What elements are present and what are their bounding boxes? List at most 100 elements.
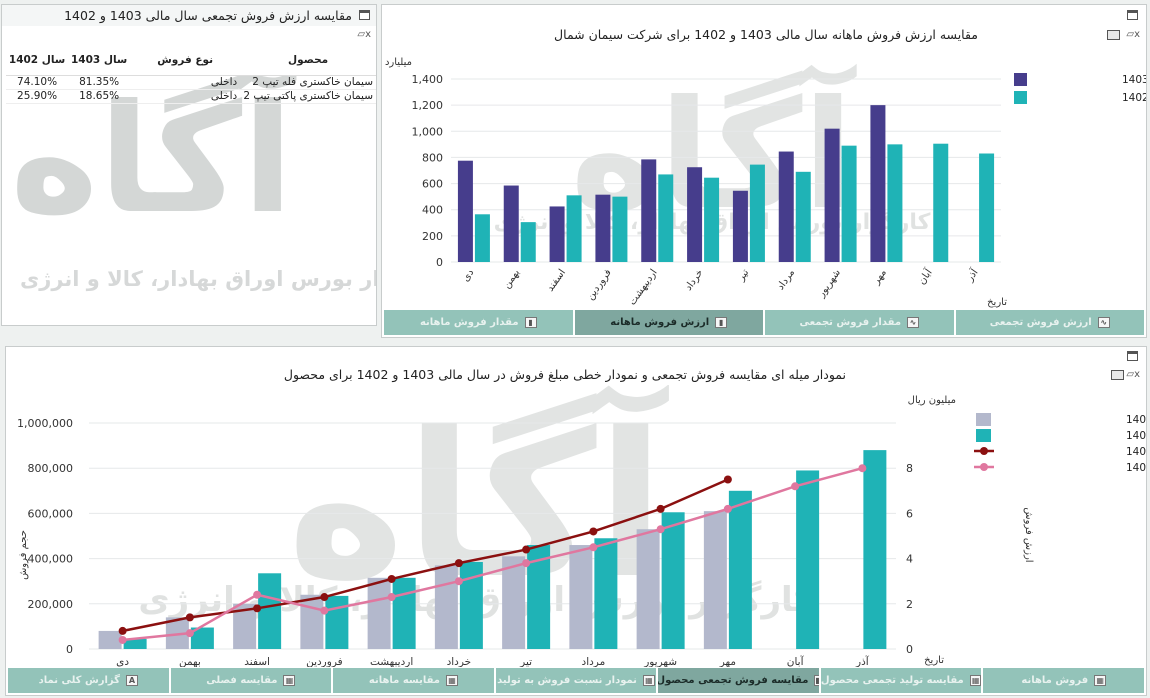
x-tick-label: تیر: [735, 267, 751, 284]
tab-4[interactable]: ∿ ارزش فروش تجمعی: [954, 309, 1145, 336]
bar: [824, 128, 840, 262]
bar: [728, 490, 752, 649]
line-chart-icon: ∿: [1097, 317, 1110, 328]
bar: [778, 151, 794, 262]
data-point: [656, 525, 665, 534]
sales-share-panel: مقایسه ارزش فروش تجمعی سال مالی 1403 و 1…: [1, 4, 377, 326]
bar-chart-icon: ▮: [814, 675, 820, 686]
tab-4[interactable]: ▦ نمودار نسبت فروش به تولید: [494, 667, 658, 694]
clear-filter-icon[interactable]: ▱x: [1126, 369, 1140, 380]
cell-type: داخلی: [130, 89, 241, 104]
series-line: [122, 466, 863, 642]
y-axis-label: میلیارد ریال: [382, 57, 412, 68]
bar: [566, 195, 582, 262]
bar-chart-icon: ▮: [524, 317, 537, 328]
x-axis-label: تاریخ: [924, 655, 944, 666]
legend-swatch: [1014, 91, 1027, 104]
legend-swatch: [976, 413, 991, 426]
maximize-icon[interactable]: [1127, 10, 1138, 20]
left-y-tick-label: 1,000,000: [17, 417, 73, 430]
x-tick-label: آذر: [962, 265, 981, 284]
tab-2[interactable]: ▦ مقایسه فصلی: [169, 667, 333, 694]
data-point: [589, 527, 598, 536]
table-row[interactable]: سیمان خاکستری فله تیپ 2 داخلی 81.35% 74.…: [6, 75, 376, 90]
tab-label: مقایسه ماهانه: [368, 675, 440, 686]
legend-swatch: [980, 463, 988, 471]
monthly-sales-chart: آگاهکارگزار بورس اوراق بهادار، کالا و ان…: [382, 57, 1147, 308]
col-header-product[interactable]: محصول: [240, 47, 376, 76]
tab-7[interactable]: ▦ فروش ماهانه: [982, 667, 1146, 694]
col-header-1403[interactable]: سال 1403: [68, 47, 131, 76]
table-icon: ▦: [283, 675, 296, 686]
tab-6[interactable]: ▦ مقایسه تولید تجمعی محصول: [819, 667, 983, 694]
bar: [979, 153, 995, 262]
legend-label: سال مالی 1403: [1122, 74, 1147, 86]
legend-label: ارزش فروش تجمعی 1403: [1126, 446, 1147, 458]
data-point: [723, 504, 732, 513]
data-point: [387, 574, 396, 583]
tab-1[interactable]: ▮ مقدار فروش ماهانه: [383, 309, 574, 336]
bar: [658, 174, 674, 262]
data-point: [387, 593, 396, 602]
bar: [732, 190, 748, 262]
col-header-1402[interactable]: سال 1402: [6, 47, 69, 76]
data-point: [253, 590, 262, 599]
right-y-tick-label: 4: [906, 553, 913, 566]
print-icon[interactable]: [1111, 370, 1124, 380]
cell-1402: 25.90%: [6, 89, 69, 104]
cell-1403: 81.35%: [68, 75, 131, 90]
tab-2[interactable]: ▮ ارزش فروش ماهانه: [573, 309, 764, 336]
tab-5[interactable]: ▮ مقایسه فروش تجمعی محصول: [657, 667, 820, 694]
bar: [392, 577, 416, 649]
bar: [233, 603, 257, 649]
data-point: [656, 504, 665, 513]
cumulative-sales-chart: آگاهکارگزار بورس اوراق بهادار، کالا و ان…: [17, 385, 1147, 667]
y-tick-label: 0: [436, 256, 443, 269]
col-header-type[interactable]: نوع فروش: [130, 47, 241, 76]
print-icon[interactable]: [1107, 30, 1120, 40]
bar: [503, 185, 519, 262]
data-point: [454, 559, 463, 568]
data-point: [791, 482, 800, 491]
bar: [165, 617, 189, 649]
maximize-icon[interactable]: [1127, 351, 1138, 361]
tab-label: مقدار فروش ماهانه: [419, 317, 519, 328]
tab-label: فروش ماهانه: [1021, 675, 1089, 686]
watermark-logo: آگاه: [10, 73, 294, 247]
bar: [502, 556, 526, 649]
bar: [434, 565, 458, 649]
bar: [863, 450, 887, 649]
data-point: [589, 543, 598, 552]
bar: [457, 160, 473, 262]
y-tick-label: 800: [422, 151, 443, 164]
bar: [527, 545, 551, 649]
bar: [841, 145, 857, 262]
left-y-tick-label: 200,000: [28, 598, 74, 611]
bar: [300, 594, 324, 649]
tab-3[interactable]: ∿ مقدار فروش تجمعی: [764, 309, 955, 336]
table-row[interactable]: سیمان خاکستری پاکتی تیپ 2 داخلی 18.65% 2…: [6, 89, 376, 104]
maximize-icon[interactable]: [359, 10, 370, 20]
x-tick-label: شهریور: [816, 267, 844, 300]
cell-1402: 74.10%: [6, 75, 69, 90]
x-tick-label: مهر: [870, 267, 888, 287]
x-tick-label: اردیبهشت: [370, 656, 413, 667]
cumulative-sales-panel: نمودار میله ای مقایسه فروش تجمعی و نمودا…: [5, 346, 1147, 696]
tab-1[interactable]: A گزارش کلی نماد: [7, 667, 170, 694]
tab-3[interactable]: ▦ مقایسه ماهانه: [332, 667, 495, 694]
bar: [325, 595, 349, 649]
tab-label: نمودار نسبت فروش به تولید: [497, 675, 637, 686]
bar: [98, 630, 122, 649]
y-tick-label: 1,000: [412, 125, 444, 138]
sales-share-title: مقایسه ارزش فروش تجمعی سال مالی 1403 و 1…: [2, 5, 376, 26]
x-tick-label: دی: [116, 656, 129, 667]
clear-filter-icon[interactable]: ▱x: [1126, 29, 1140, 40]
x-tick-label: فروردین: [306, 656, 343, 667]
monthly-chart-title: مقایسه ارزش فروش ماهانه سال مالی 1403 و …: [554, 27, 978, 42]
data-point: [253, 604, 262, 613]
legend-swatch: [976, 429, 991, 442]
clear-filter-icon[interactable]: ▱x: [357, 29, 371, 40]
right-y-tick-label: 6: [906, 507, 913, 520]
legend-swatch: [980, 447, 988, 455]
x-tick-label: مهر: [719, 656, 736, 667]
